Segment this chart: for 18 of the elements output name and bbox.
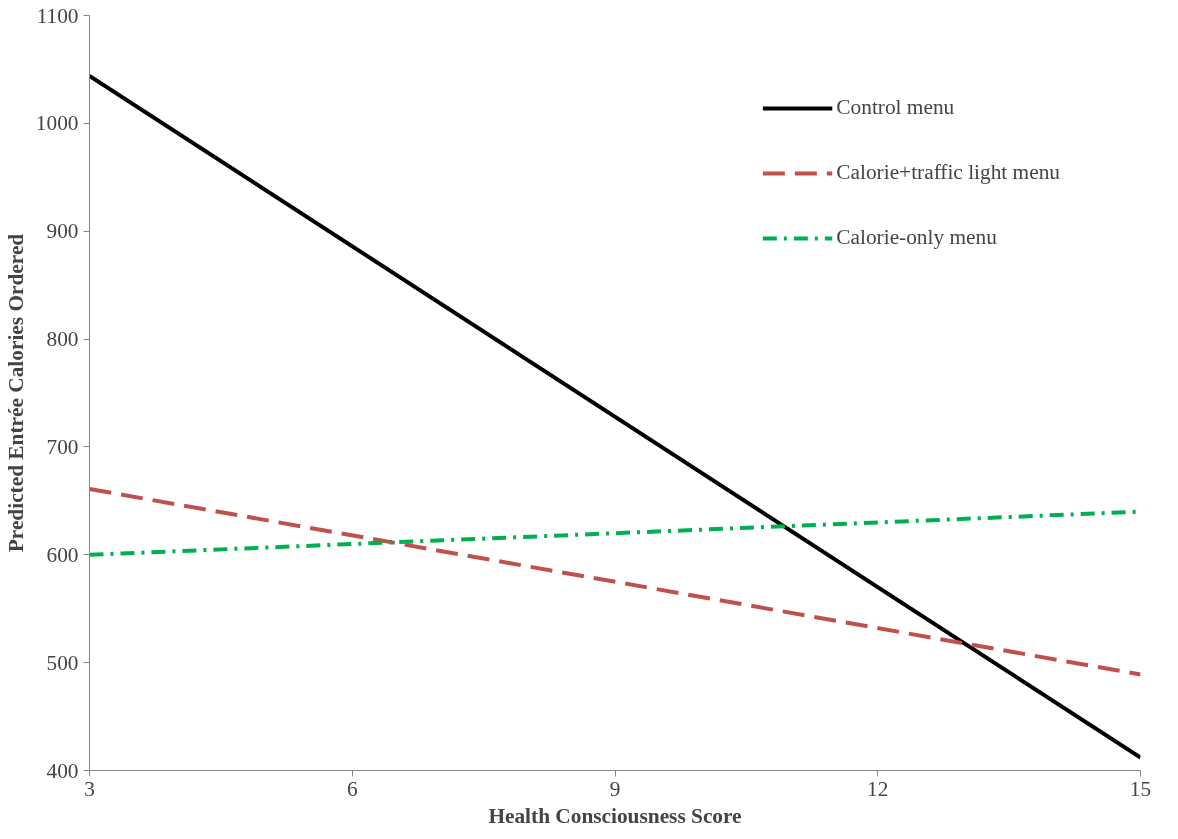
legend-label: Control menu bbox=[836, 95, 955, 120]
x-tick-label: 9 bbox=[609, 776, 621, 801]
y-tick-label: 600 bbox=[46, 542, 79, 567]
legend-label: Calorie-only menu bbox=[836, 225, 997, 250]
legend-label: Calorie+traffic light menu bbox=[836, 160, 1060, 185]
y-axis-title: Predicted Entrée Calories Ordered bbox=[3, 233, 28, 553]
x-tick-label: 15 bbox=[1129, 776, 1152, 801]
y-tick-label: 1000 bbox=[35, 111, 79, 136]
y-tick-label: 800 bbox=[46, 327, 79, 352]
x-tick-label: 12 bbox=[867, 776, 889, 801]
y-tick-label: 1100 bbox=[36, 3, 79, 28]
x-tick-label: 6 bbox=[346, 776, 358, 801]
y-tick-label: 700 bbox=[46, 434, 79, 459]
y-tick-label: 900 bbox=[46, 219, 79, 244]
x-axis-title: Health Consciousness Score bbox=[488, 803, 742, 828]
y-tick-label: 400 bbox=[46, 758, 79, 783]
y-tick-label: 500 bbox=[46, 650, 79, 675]
x-tick-label: 3 bbox=[84, 776, 95, 801]
